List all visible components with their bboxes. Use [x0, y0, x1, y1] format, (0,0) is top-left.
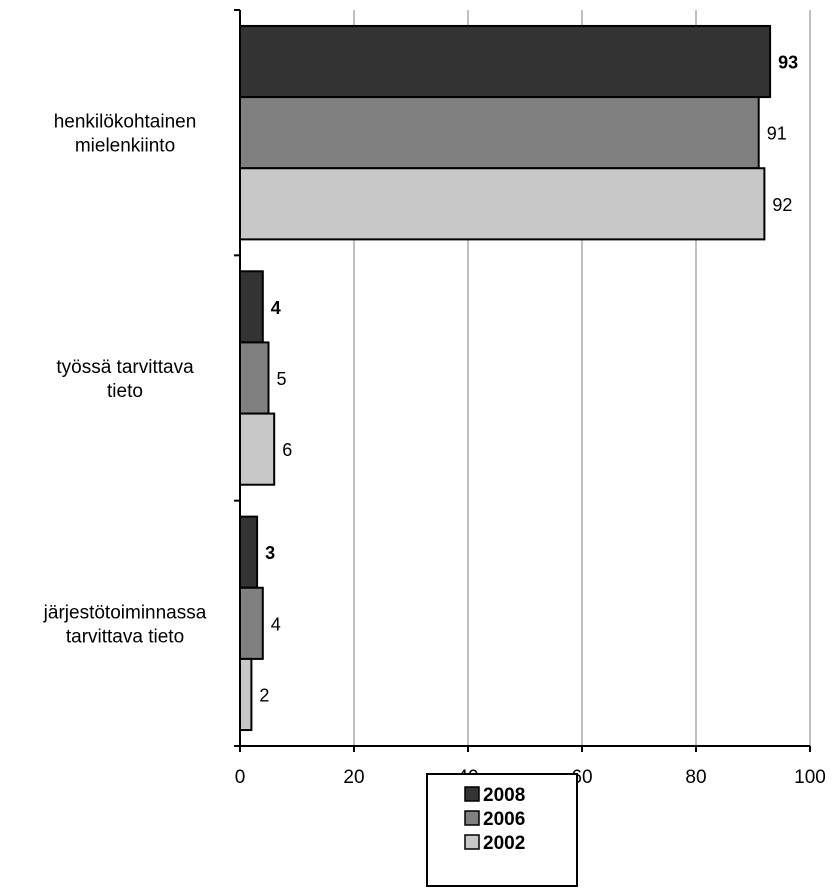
bar-2008-1: [239, 270, 264, 344]
bar-2002-2: [239, 167, 766, 241]
x-tick-label: 20: [343, 767, 364, 788]
bar-2008-2: [239, 24, 772, 99]
category-label: järjestötoiminnassa tarvittava tieto: [43, 602, 207, 647]
bar-2008-0: [239, 515, 259, 589]
x-tick-label: 0: [235, 767, 246, 788]
data-label: 4: [271, 614, 281, 634]
data-label: 92: [772, 195, 792, 215]
axes: [234, 9, 811, 752]
x-tick-label: 80: [685, 767, 706, 788]
data-label: 4: [271, 298, 281, 318]
category-labels: järjestötoiminnassa tarvittava tieto työss…: [43, 112, 207, 648]
legend-label-2008: 2008: [483, 785, 525, 806]
legend-label-2002: 2002: [483, 833, 525, 854]
x-tick-label: 100: [794, 767, 826, 788]
legend: 2008 2006 2002: [426, 773, 578, 887]
category-label: henkilökohtainen mielenkiinto: [54, 112, 197, 157]
category-label: työssä tarvittava tieto: [56, 357, 194, 402]
data-label: 6: [282, 440, 292, 460]
data-label: 2: [259, 685, 269, 705]
bar-2006-2: [239, 96, 760, 170]
legend-box: [426, 773, 578, 887]
legend-swatch-2006: [464, 810, 480, 826]
bars: [239, 24, 772, 732]
data-label: 3: [265, 543, 275, 563]
legend-label-2006: 2006: [483, 809, 525, 830]
bar-2006-0: [239, 586, 264, 660]
data-labels: 3 4 2 4 5 6 93 91 92: [259, 53, 798, 706]
bar-2002-1: [239, 412, 276, 486]
data-label: 93: [778, 53, 798, 73]
bar-2002-0: [239, 657, 253, 732]
data-label: 91: [767, 124, 787, 144]
bar-2006-1: [239, 341, 270, 415]
legend-swatch-2008: [464, 786, 480, 802]
legend-swatch-2002: [464, 834, 480, 850]
data-label: 5: [277, 369, 287, 389]
